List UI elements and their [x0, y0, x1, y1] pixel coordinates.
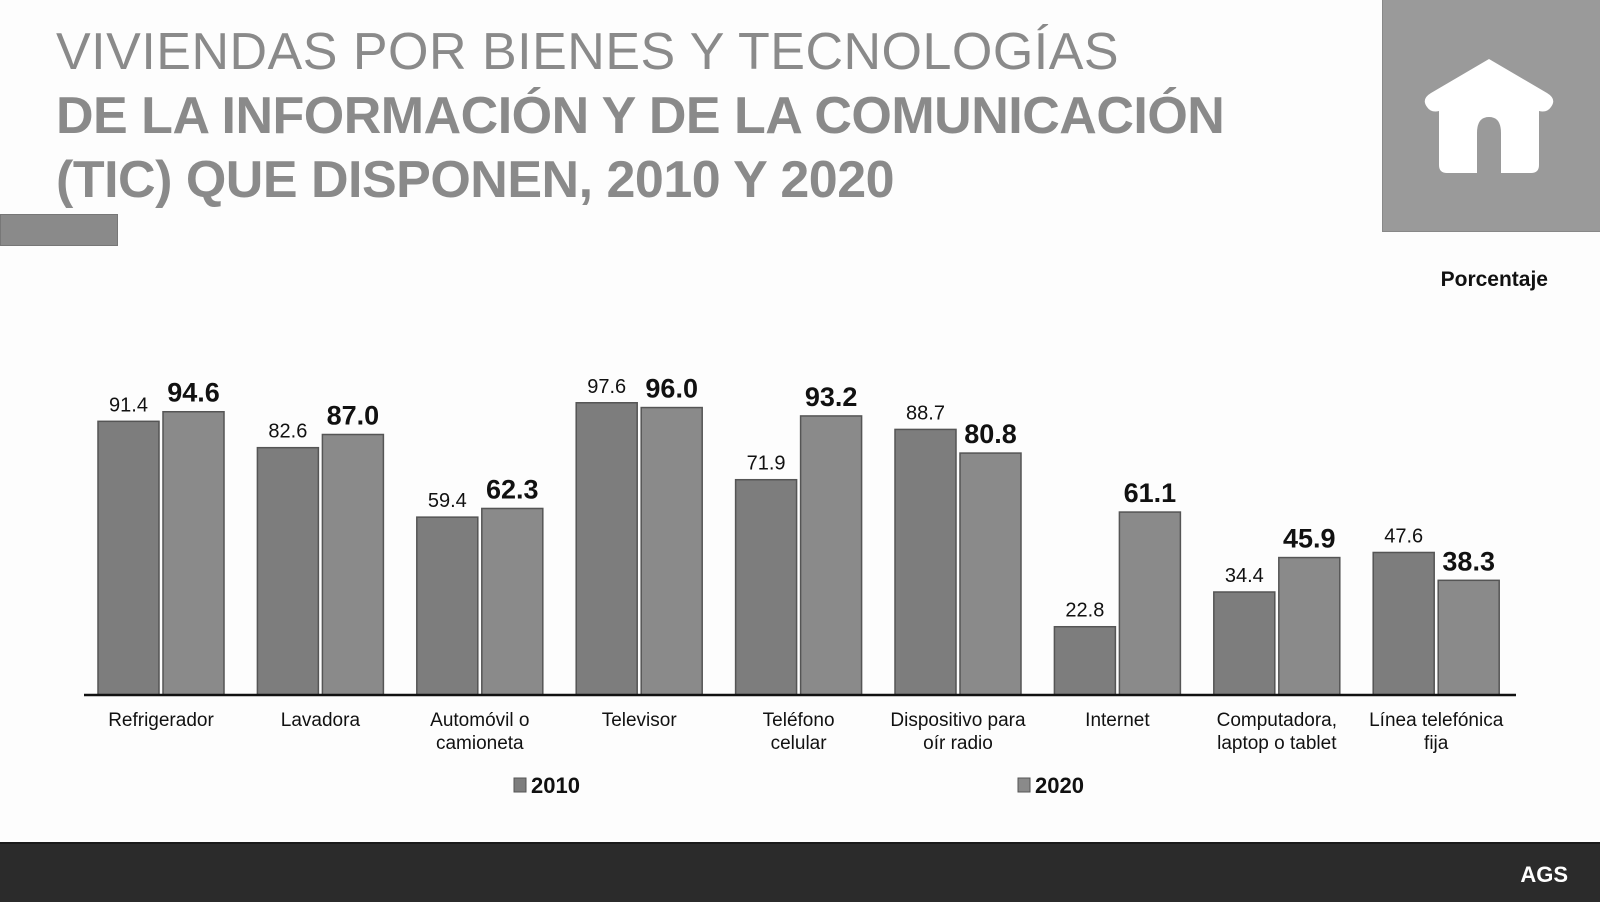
bar-2020-8: [1437, 579, 1500, 696]
category-label-2-1: camioneta: [436, 733, 524, 754]
category-label-0-0: Refrigerador: [108, 710, 214, 731]
bar-2010-2: [416, 516, 479, 696]
category-label-4-1: celular: [771, 733, 828, 754]
title-line-2: DE LA INFORMACIÓN Y DE LA COMUNICACIÓN: [56, 87, 1225, 145]
bar-chart: 91.4 94.6 Refrigerador 82.6 87.0 Lavadora 59.4…: [84, 374, 1516, 798]
data-label-2010-5: 88.7: [906, 402, 945, 424]
bar-2020-3: [640, 406, 703, 696]
bar-2020-5: [959, 452, 1022, 696]
category-label-3-0: Televisor: [602, 710, 678, 731]
legend-swatch-2020: [1017, 777, 1031, 793]
bar-2020-6: [1118, 511, 1182, 696]
title-accent-bar: [0, 214, 118, 246]
data-label-2020-2: 62.3: [486, 474, 539, 504]
bar-2010-5: [894, 428, 957, 696]
data-label-2010-3: 97.6: [587, 376, 626, 398]
category-label-5-0: Dispositivo para: [890, 710, 1026, 731]
data-label-2010-1: 82.6: [268, 421, 307, 443]
data-label-2010-7: 34.4: [1225, 565, 1264, 587]
data-label-2020-8: 38.3: [1442, 546, 1495, 576]
category-label-7-0: Computadora,: [1217, 710, 1337, 731]
bar-2010-0: [97, 420, 160, 696]
bar-2020-2: [481, 507, 544, 696]
slide-title: VIVIENDAS POR BIENES Y TECNOLOGÍAS DE LA…: [56, 20, 1225, 212]
category-label-7-1: laptop o tablet: [1217, 733, 1337, 754]
category-label-6-0: Internet: [1085, 710, 1150, 731]
bar-2020-4: [799, 415, 863, 696]
data-label-2020-6: 61.1: [1124, 478, 1177, 508]
bar-2020-7: [1278, 556, 1341, 696]
bar-2010-6: [1053, 625, 1117, 696]
data-label-2010-4: 71.9: [747, 453, 786, 475]
icon-panel: [1382, 0, 1600, 232]
data-label-2020-5: 80.8: [964, 419, 1017, 449]
legend-label-2020: 2020: [1035, 773, 1084, 798]
bar-2010-3: [575, 402, 638, 696]
category-label-5-1: oír radio: [923, 733, 993, 754]
data-label-2020-1: 87.0: [327, 401, 380, 431]
data-label-2020-4: 93.2: [805, 382, 858, 412]
bar-2010-7: [1213, 591, 1276, 696]
bar-2010-8: [1372, 551, 1435, 696]
data-label-2020-0: 94.6: [167, 378, 220, 408]
bar-2010-4: [734, 478, 798, 696]
data-label-2010-0: 91.4: [109, 394, 148, 416]
category-label-2-0: Automóvil o: [430, 710, 529, 731]
category-label-8-0: Línea telefónica: [1369, 710, 1504, 731]
footer-bar: AGS: [0, 842, 1600, 902]
data-label-2020-3: 96.0: [645, 374, 698, 404]
data-label-2010-6: 22.8: [1065, 600, 1104, 622]
category-label-8-1: fija: [1424, 733, 1449, 754]
title-line-1: VIVIENDAS POR BIENES Y TECNOLOGÍAS: [56, 23, 1120, 81]
bar-2020-0: [162, 410, 225, 696]
footer-label: AGS: [1520, 862, 1568, 887]
category-label-1-0: Lavadora: [281, 710, 361, 731]
house-icon: [1424, 59, 1554, 173]
legend-label-2010: 2010: [531, 773, 580, 798]
legend-swatch-2010: [513, 777, 527, 793]
category-label-4-0: Teléfono: [763, 710, 835, 731]
unit-label: Porcentaje: [1440, 268, 1548, 291]
data-label-2010-2: 59.4: [428, 490, 467, 512]
data-label-2010-8: 47.6: [1384, 525, 1423, 547]
bar-2020-1: [321, 433, 385, 696]
title-line-3: (TIC) QUE DISPONEN, 2010 Y 2020: [56, 151, 895, 209]
bar-2010-1: [256, 446, 320, 696]
data-label-2020-7: 45.9: [1283, 524, 1336, 554]
